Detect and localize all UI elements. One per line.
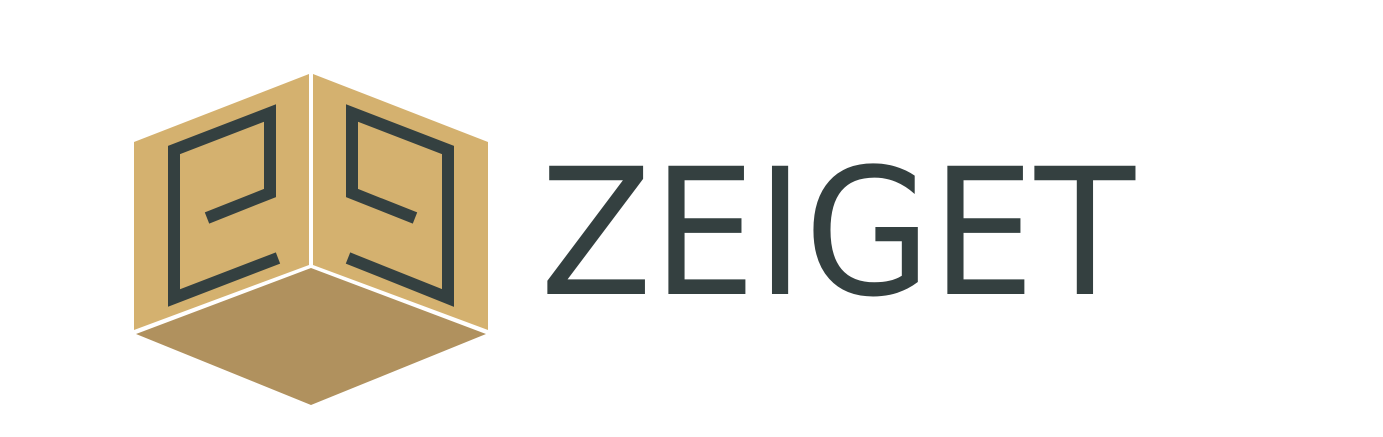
monogram-e: [168, 104, 281, 307]
monogram-g: [345, 104, 454, 307]
wordmark: ZEIGET: [540, 131, 1136, 336]
cube-bottom-face: [136, 268, 486, 405]
cube-icon: [134, 74, 488, 405]
